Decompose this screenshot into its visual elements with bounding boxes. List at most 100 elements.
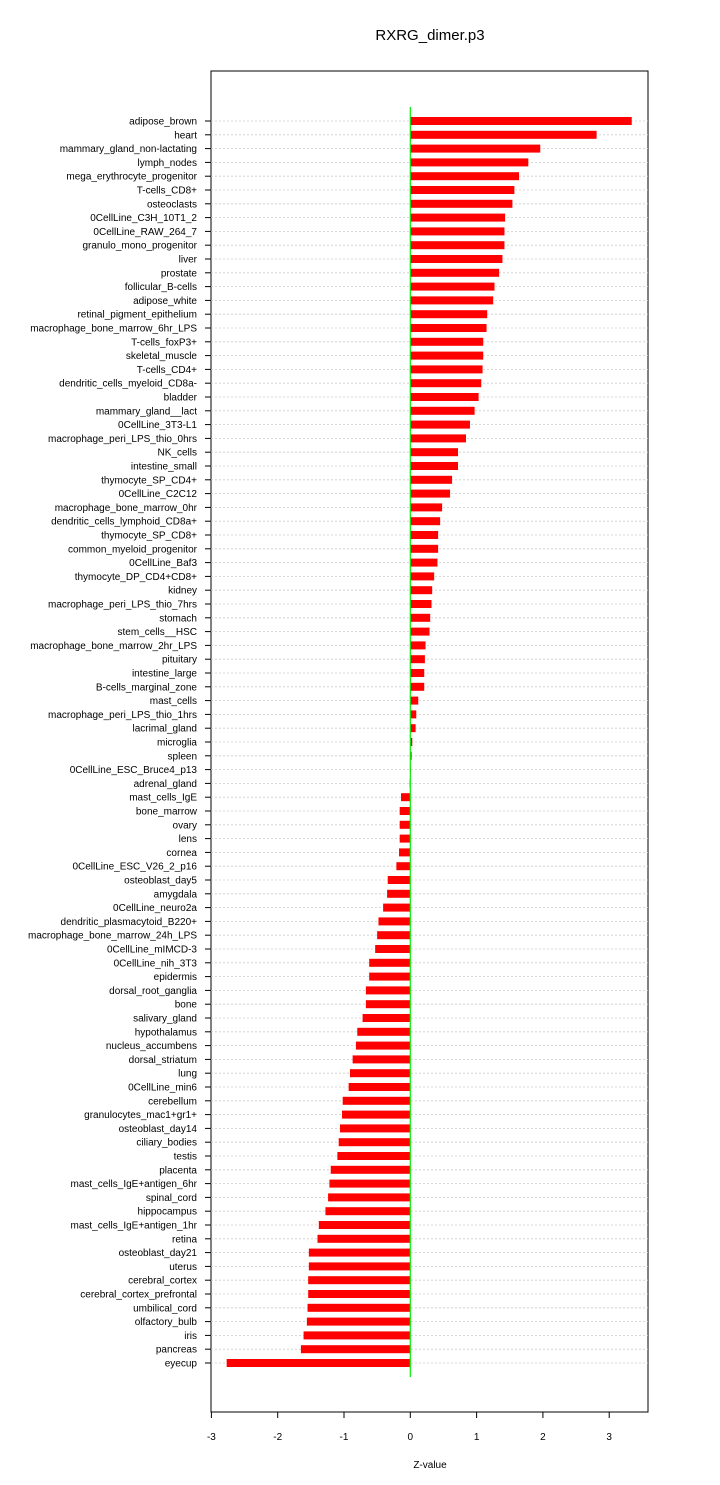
y-tick-label: T-cells_foxP3+	[131, 337, 197, 348]
y-tick-label: NK_cells	[158, 448, 197, 459]
y-tick-label: salivary_gland	[133, 1014, 197, 1025]
y-tick-label: follicular_B-cells	[125, 282, 197, 293]
bar	[300, 1345, 411, 1354]
bar	[308, 1262, 411, 1271]
bar	[330, 1165, 411, 1174]
y-tick-label: pituitary	[162, 655, 197, 666]
y-tick-label: osteoblast_day14	[119, 1124, 198, 1135]
x-tick-label: 0	[408, 1432, 414, 1443]
bar	[328, 1193, 411, 1202]
x-tick-label: 1	[474, 1432, 480, 1443]
y-tick-label: lacrimal_gland	[133, 724, 197, 735]
bar	[410, 489, 451, 498]
y-tick-label: T-cells_CD8+	[137, 186, 197, 197]
x-tick-label: -1	[340, 1432, 349, 1443]
bar	[410, 324, 487, 332]
y-tick-label: osteoblast_day5	[124, 876, 197, 887]
bar	[369, 972, 411, 981]
bar	[410, 503, 443, 512]
bar	[410, 365, 483, 374]
y-tick-label: placenta	[159, 1165, 197, 1176]
bar	[365, 1000, 411, 1009]
bar	[410, 241, 505, 250]
y-tick-label: kidney	[168, 586, 197, 597]
y-tick-label: 0CellLine_min6	[128, 1083, 197, 1094]
bar	[410, 462, 459, 470]
bar	[410, 696, 419, 705]
y-tick-label: skeletal_muscle	[126, 351, 198, 362]
y-tick-label: spinal_cord	[146, 1193, 197, 1204]
y-tick-label: 0CellLine_neuro2a	[113, 903, 197, 914]
bar	[410, 655, 425, 664]
bar	[410, 379, 482, 388]
bar	[410, 310, 488, 319]
y-tick-label: retina	[172, 1234, 197, 1245]
x-tick-label: 2	[540, 1432, 546, 1443]
bar	[308, 1290, 411, 1298]
x-axis-label: Z-value	[413, 1460, 447, 1471]
bar	[410, 544, 439, 553]
bar	[226, 1359, 411, 1367]
y-tick-label: stomach	[159, 613, 197, 624]
bar	[378, 917, 411, 926]
y-tick-label: macrophage_bone_marrow_24h_LPS	[28, 931, 197, 942]
y-tick-label: stem_cells__HSC	[118, 627, 197, 638]
y-tick-label: adrenal_gland	[134, 779, 197, 790]
y-tick-label: macrophage_bone_marrow_0hr	[55, 503, 198, 514]
y-tick-label: prostate	[161, 268, 198, 279]
y-tick-label: mega_erythrocyte_progenitor	[66, 172, 197, 183]
y-tick-label: osteoclasts	[147, 199, 197, 210]
bar	[410, 268, 500, 277]
bar	[355, 1041, 411, 1050]
bar	[410, 517, 441, 526]
y-tick-label: 0CellLine_RAW_264_7	[93, 227, 197, 238]
bar	[349, 1069, 411, 1078]
bar	[342, 1096, 411, 1105]
y-tick-label: dendritic_plasmacytoid_B220+	[61, 917, 198, 928]
y-tick-label: 0CellLine_ESC_Bruce4_p13	[70, 765, 198, 776]
bar	[303, 1331, 411, 1340]
bar	[410, 199, 513, 208]
bar	[410, 710, 417, 719]
bar	[410, 144, 541, 153]
y-tick-label: thymocyte_SP_CD8+	[101, 531, 197, 542]
y-tick-label: intestine_large	[132, 669, 197, 680]
y-tick-label: macrophage_bone_marrow_6hr_LPS	[30, 324, 197, 335]
y-tick-label: adipose_white	[133, 296, 197, 307]
bar	[369, 958, 411, 967]
bar	[308, 1276, 411, 1285]
y-tick-label: uterus	[169, 1262, 197, 1273]
bar	[410, 448, 459, 457]
bar	[410, 669, 425, 677]
bar	[410, 172, 520, 181]
bar	[362, 1014, 411, 1022]
bar	[387, 889, 411, 898]
y-tick-label: cerebellum	[148, 1096, 197, 1107]
y-tick-label: ovary	[173, 820, 197, 831]
y-tick-label: mast_cells_IgE+antigen_1hr	[71, 1221, 198, 1232]
bar	[410, 586, 433, 595]
bar	[410, 255, 503, 263]
y-tick-label: macrophage_peri_LPS_thio_7hrs	[48, 600, 197, 611]
bar	[399, 820, 411, 829]
y-tick-label: macrophage_peri_LPS_thio_0hrs	[48, 434, 197, 445]
bar	[383, 903, 411, 912]
y-tick-label: lymph_nodes	[138, 158, 197, 169]
bar	[410, 751, 412, 760]
bar	[340, 1124, 411, 1133]
bar	[410, 130, 597, 139]
bar	[410, 158, 529, 167]
y-tick-label: heart	[174, 130, 197, 141]
y-tick-label: thymocyte_DP_CD4+CD8+	[75, 572, 197, 583]
y-tick-label: amygdala	[154, 889, 198, 900]
chart-title: RXRG_dimer.p3	[375, 27, 484, 44]
y-tick-label: dendritic_cells_myeloid_CD8a-	[59, 379, 197, 390]
bar	[307, 1303, 411, 1312]
bar	[329, 1179, 411, 1188]
bar	[410, 406, 475, 415]
bar	[401, 793, 411, 802]
y-tick-label: bone_marrow	[136, 807, 198, 818]
y-tick-label: bladder	[164, 393, 198, 404]
bar	[410, 475, 453, 484]
y-tick-label: mast_cells	[150, 696, 197, 707]
